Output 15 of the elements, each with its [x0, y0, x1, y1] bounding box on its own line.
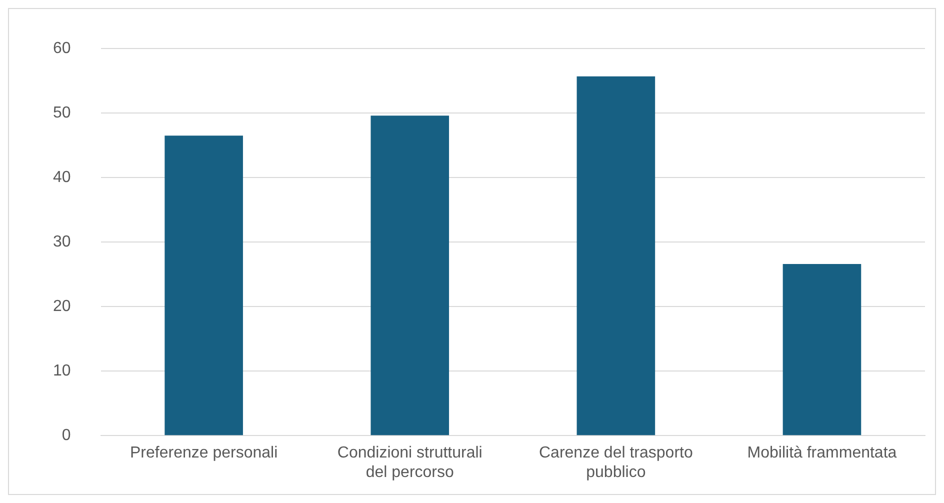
x-tick-label: Condizioni strutturali del percorso — [337, 444, 482, 481]
y-tick-label: 20 — [53, 298, 71, 316]
y-tick-label: 50 — [53, 104, 71, 122]
x-tick-label: Preferenze personali — [130, 444, 278, 462]
x-tick-label: Carenze del trasporto pubblico — [538, 444, 693, 481]
y-tick-label: 10 — [53, 362, 71, 380]
bar — [576, 76, 656, 436]
x-tick-label: Mobilità frammentata — [747, 444, 897, 462]
y-tick-label: 30 — [53, 234, 71, 251]
bar — [370, 116, 450, 436]
bar — [164, 136, 243, 436]
y-tick-label: 40 — [53, 169, 71, 186]
y-tick-label: 60 — [53, 40, 71, 58]
bar — [782, 264, 862, 436]
y-tick-label: 0 — [62, 427, 71, 444]
